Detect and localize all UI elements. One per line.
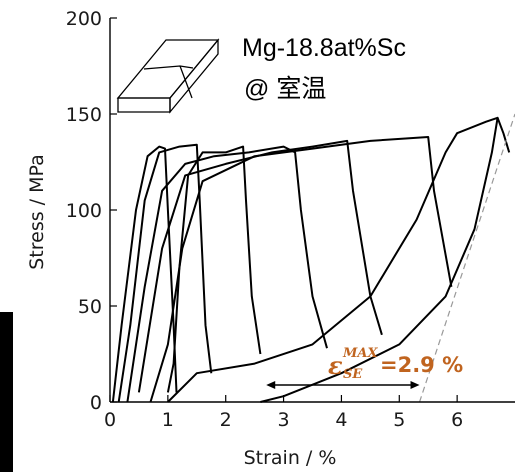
epsilon-annotation: ε MAX SE =2.9 % <box>328 346 463 382</box>
stress-strain-curve-7 <box>167 116 511 403</box>
x-tick-label-6: 6 <box>451 409 463 431</box>
stress-strain-curve-2 <box>117 143 213 403</box>
x-tick-label-3: 3 <box>278 409 290 431</box>
x-tick-label-5: 5 <box>393 409 405 431</box>
x-tick-label-0: 0 <box>104 409 116 431</box>
black-edge-bar <box>0 312 13 472</box>
x-axis-title: Strain / % <box>244 447 337 469</box>
stress-strain-curve-8 <box>260 117 499 403</box>
y-tick-label-100: 100 <box>66 200 102 222</box>
material-label: Mg-18.8at%Sc <box>242 34 406 62</box>
stress-strain-curve-1 <box>111 145 178 403</box>
elastic-limit-dashed-line <box>418 113 515 403</box>
axes-layer: 0 50 100 150 200 0 1 2 3 4 5 6 <box>66 8 515 431</box>
strain-range-arrow <box>266 381 420 389</box>
epsilon-value: =2.9 % <box>380 353 463 377</box>
x-tick-label-4: 4 <box>335 409 347 431</box>
stress-strain-curve-4 <box>126 145 328 403</box>
x-tick-label-1: 1 <box>162 409 174 431</box>
curves-layer <box>111 116 511 403</box>
y-tick-label-0: 0 <box>90 392 102 414</box>
stress-strain-curve-5 <box>137 139 383 393</box>
condition-label: @ 室温 <box>244 75 326 103</box>
inset-sample-block-drawing <box>116 38 220 114</box>
y-tick-label-150: 150 <box>66 104 102 126</box>
epsilon-subscript: SE <box>343 367 363 382</box>
y-tick-label-200: 200 <box>66 8 102 30</box>
arrow-head-left <box>266 381 276 389</box>
stress-strain-curve-6 <box>149 136 453 403</box>
epsilon-symbol: ε <box>328 351 343 380</box>
y-tick-label-50: 50 <box>78 296 102 318</box>
stress-strain-curve-3 <box>166 145 262 393</box>
y-axis-title: Stress / MPa <box>26 154 48 270</box>
x-tick-label-2: 2 <box>220 409 232 431</box>
epsilon-superscript: MAX <box>342 346 378 361</box>
arrow-head-right <box>410 381 420 389</box>
